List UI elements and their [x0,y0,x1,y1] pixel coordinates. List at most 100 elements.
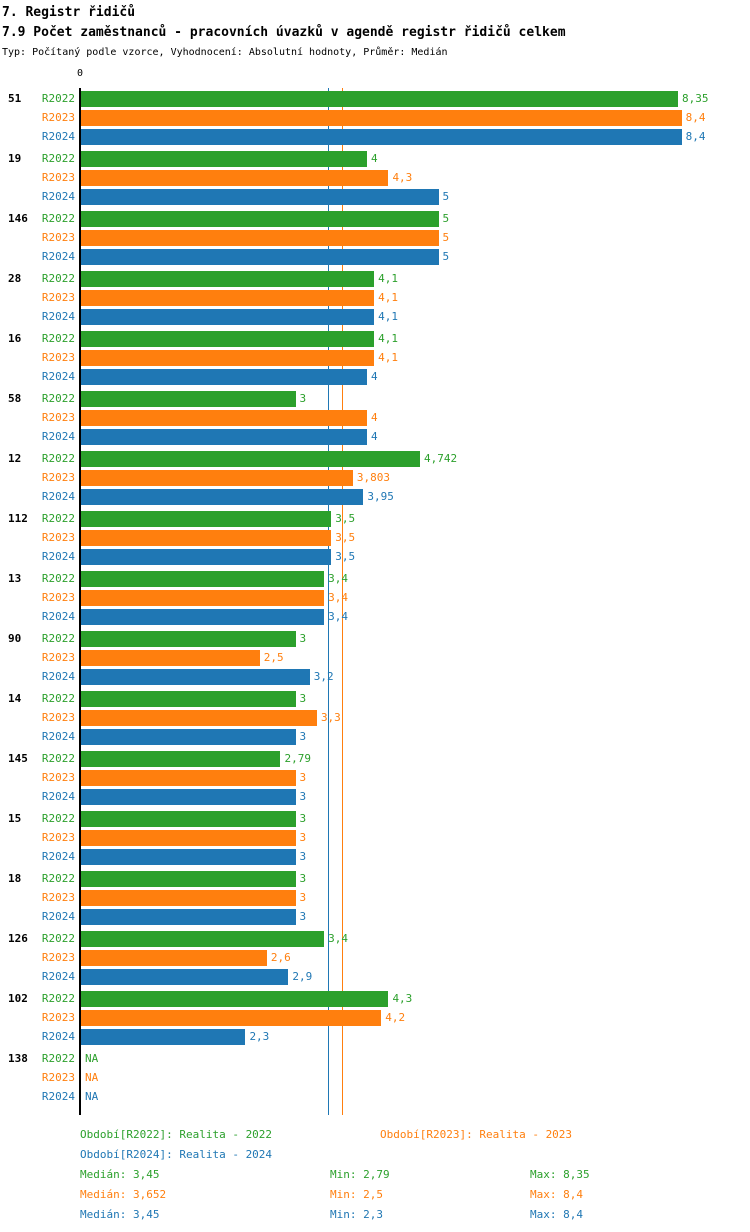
series-row-label: R2023 [41,471,75,484]
series-row-label: R2024 [41,190,75,203]
bar-row: R2022 5 [0,211,750,227]
bar-value-label: 4,1 [378,291,399,304]
bar-groups: 51 R2022 8,35 R2023 8,4 R2024 8,4 19 R2022 4 R2023… [0,91,750,1111]
group-label: 90 [8,632,22,645]
bar-track: 4,1 [81,309,750,325]
bar-value-label: NA [85,1071,99,1084]
bar-track: 4,1 [81,331,750,347]
bar-value-label: 2,3 [249,1030,270,1043]
stat-min-r2024: Min: 2,3 [330,1208,383,1221]
group-label: 138 [8,1052,28,1065]
series-row-label: R2024 [41,850,75,863]
bar [81,429,367,445]
bar [81,549,332,565]
bar-value-label: 3 [299,730,307,743]
bar-row: R2022 NA [0,1051,750,1067]
stat-median-r2023: Medián: 3,652 [80,1188,167,1201]
bar-value-label: 4,3 [392,171,413,184]
series-row-label: R2022 [41,992,75,1005]
chart-title: 7. Registr řidičů [2,5,136,20]
bar-value-label: 3 [299,910,307,923]
bar-track: 5 [81,189,750,205]
bar-group: 138 R2022 NA R2023 NA R2024 NA [0,1051,750,1105]
series-row-label: R2024 [41,370,75,383]
bar-value-label: 3,4 [328,591,348,604]
bar-track: 3 [81,691,750,707]
legend-r2023: Období[R2023]: Realita - 2023 [380,1128,573,1141]
bar [81,789,296,805]
x-axis-tick-zero: 0 [76,68,84,79]
bar-row: R2022 4 [0,151,750,167]
series-row-label: R2024 [41,670,75,683]
bar-value-label: 2,6 [270,951,291,964]
series-row-label: R2024 [41,730,75,743]
bar-value-label: 4,3 [392,992,413,1005]
series-row-label: R2023 [41,111,75,124]
bar-row: R2022 2,79 [0,751,750,767]
bar-row: R2022 4,742 [0,451,750,467]
bar-value-label: 3,95 [367,490,394,503]
series-row-label: R2022 [41,1052,75,1065]
chart-subtitle: 7.9 Počet zaměstnanců - pracovních úvazk… [2,25,566,40]
bar-row: R2024 3,4 [0,609,750,625]
bar-value-label: 4 [371,152,378,165]
series-row-label: R2023 [41,771,75,784]
bar [81,230,439,246]
bar-value-label: 3 [299,850,307,863]
bar-track: 3,5 [81,530,750,546]
bar-row: R2023 3 [0,770,750,786]
bar-value-label: 2,9 [292,970,313,983]
bar-track: 2,6 [81,950,750,966]
bar-value-label: 2,79 [284,752,311,765]
bar-value-label: 3,4 [328,610,348,623]
bar-value-label: 3 [299,392,307,405]
bar-group: 28 R2022 4,1 R2023 4,1 R2024 4,1 [0,271,750,325]
bar-value-label: 3 [299,632,307,645]
bar [81,369,367,385]
bar [81,1010,382,1026]
series-row-label: R2023 [41,591,75,604]
bar [81,91,679,107]
bar-track: 4 [81,429,750,445]
bar-value-label: 3 [299,790,307,803]
bar-value-label: 3 [299,812,307,825]
median-line-r2023 [342,88,344,1115]
series-row-label: R2024 [41,490,75,503]
bar-track: 2,79 [81,751,750,767]
group-label: 14 [8,692,22,705]
bar-value-label: 5 [442,250,450,263]
series-row-label: R2024 [41,1030,75,1043]
bar-value-label: 3,4 [328,932,348,945]
bar [81,489,364,505]
bar-row: R2024 4 [0,369,750,385]
bar-track: 5 [81,230,750,246]
bar-value-label: 3 [299,891,307,904]
series-row-label: R2023 [41,1011,75,1024]
bar-row: R2024 4 [0,429,750,445]
bar-track: 4 [81,369,750,385]
bar-track: 3,4 [81,609,750,625]
bar-row: R2022 3,5 [0,511,750,527]
bar-row: R2022 3 [0,871,750,887]
bar-row: R2023 NA [0,1070,750,1086]
bar-row: R2023 4 [0,410,750,426]
bar-track: 3 [81,849,750,865]
bar-row: R2022 8,35 [0,91,750,107]
bar-track: 3,5 [81,511,750,527]
series-row-label: R2023 [41,411,75,424]
series-row-label: R2022 [41,512,75,525]
plot-area: 51 R2022 8,35 R2023 8,4 R2024 8,4 19 R2022 4 R2023… [0,88,750,1120]
bar-track: 4,742 [81,451,750,467]
bar-value-label: 3,2 [313,670,334,683]
legend-r2022: Období[R2022]: Realita - 2022 [80,1128,273,1141]
bar-group: 90 R2022 3 R2023 2,5 R2024 3,2 [0,631,750,685]
bar-row: R2022 3,4 [0,571,750,587]
bar-track: 8,4 [81,110,750,126]
bar-row: R2022 4,3 [0,991,750,1007]
bar [81,669,310,685]
median-line-r2024 [327,88,329,1115]
bar-track: 3 [81,830,750,846]
bar-track: 3 [81,909,750,925]
bar-track: 3,4 [81,931,750,947]
series-row-label: R2022 [41,392,75,405]
